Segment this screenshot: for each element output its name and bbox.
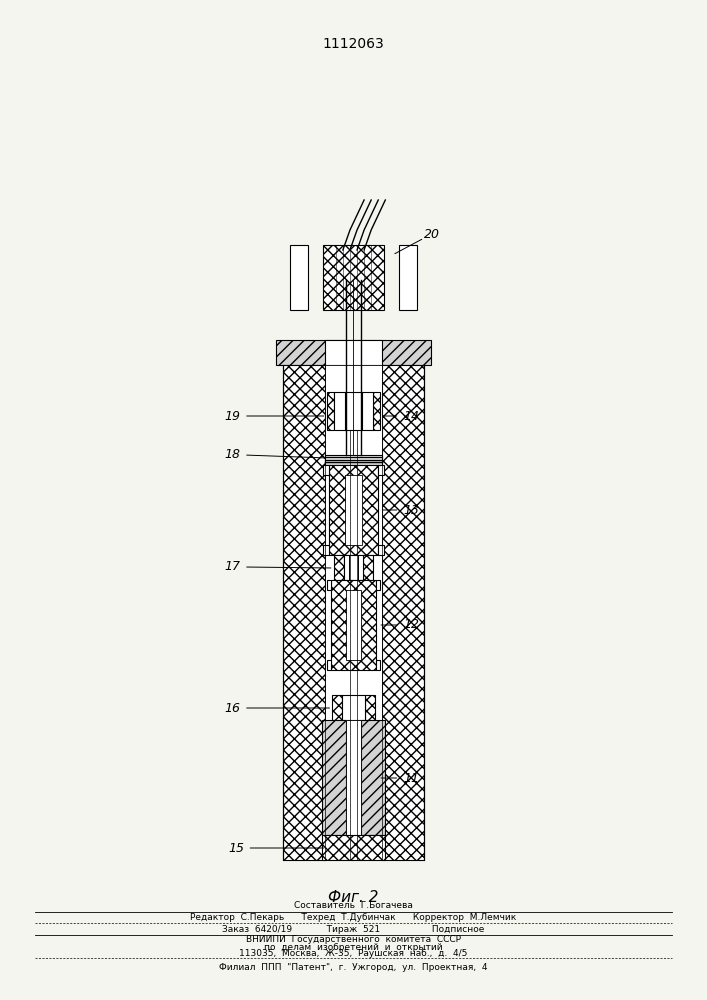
Bar: [345, 475, 362, 545]
Bar: [283, 365, 325, 860]
Bar: [332, 695, 342, 720]
Bar: [327, 660, 331, 670]
Text: 17: 17: [224, 560, 240, 574]
Bar: [322, 720, 346, 835]
Bar: [342, 695, 365, 720]
Bar: [329, 465, 378, 555]
Bar: [327, 392, 334, 430]
Bar: [378, 465, 384, 475]
Bar: [365, 695, 375, 720]
Text: 12: 12: [403, 618, 419, 632]
Text: Редактор  С.Пекарь      Техред  Т.Дубинчак      Корректор  М.Лемчик: Редактор С.Пекарь Техред Т.Дубинчак Корр…: [190, 912, 517, 922]
Bar: [373, 392, 380, 430]
Bar: [334, 392, 373, 430]
Text: Фиг. 2: Фиг. 2: [328, 890, 379, 904]
Text: 18: 18: [224, 448, 240, 462]
Text: 15: 15: [228, 842, 244, 854]
Bar: [334, 555, 344, 580]
Text: 19: 19: [224, 410, 240, 422]
Bar: [276, 340, 431, 365]
Bar: [376, 580, 380, 590]
Bar: [322, 835, 385, 860]
Bar: [361, 720, 385, 835]
Bar: [399, 245, 417, 310]
Bar: [363, 555, 373, 580]
Text: 113035,  Москва,  Ж-35,  Раушская  наб.,  д.  4/5: 113035, Москва, Ж-35, Раушская наб., д. …: [239, 950, 468, 958]
Bar: [323, 545, 329, 555]
Bar: [290, 245, 308, 310]
Bar: [382, 365, 424, 860]
Text: 13: 13: [403, 504, 419, 516]
Bar: [344, 555, 363, 580]
Bar: [376, 660, 380, 670]
Bar: [323, 465, 329, 475]
Bar: [325, 340, 382, 365]
Text: 16: 16: [224, 702, 240, 714]
Bar: [327, 580, 331, 590]
Text: Составитель  Г.Богачева: Составитель Г.Богачева: [294, 902, 413, 910]
Bar: [325, 365, 382, 860]
Bar: [331, 580, 376, 670]
Bar: [378, 545, 384, 555]
Text: 14: 14: [403, 410, 419, 422]
Bar: [325, 455, 382, 467]
Text: 11: 11: [403, 772, 419, 784]
Text: 1112063: 1112063: [322, 37, 385, 51]
Text: Филиал  ППП  "Патент",  г.  Ужгород,  ул.  Проектная,  4: Филиал ППП "Патент", г. Ужгород, ул. Про…: [219, 962, 488, 972]
Bar: [346, 590, 361, 660]
Text: по  делам  изобретений  и  открытий: по делам изобретений и открытий: [264, 942, 443, 952]
Text: ВНИИПИ  Государственного  комитета  СССР: ВНИИПИ Государственного комитета СССР: [246, 934, 461, 944]
Bar: [346, 720, 361, 835]
Text: 20: 20: [424, 229, 440, 241]
Bar: [324, 245, 383, 310]
Text: Заказ  6420/19            Тираж  521                  Подписное: Заказ 6420/19 Тираж 521 Подписное: [222, 924, 485, 934]
